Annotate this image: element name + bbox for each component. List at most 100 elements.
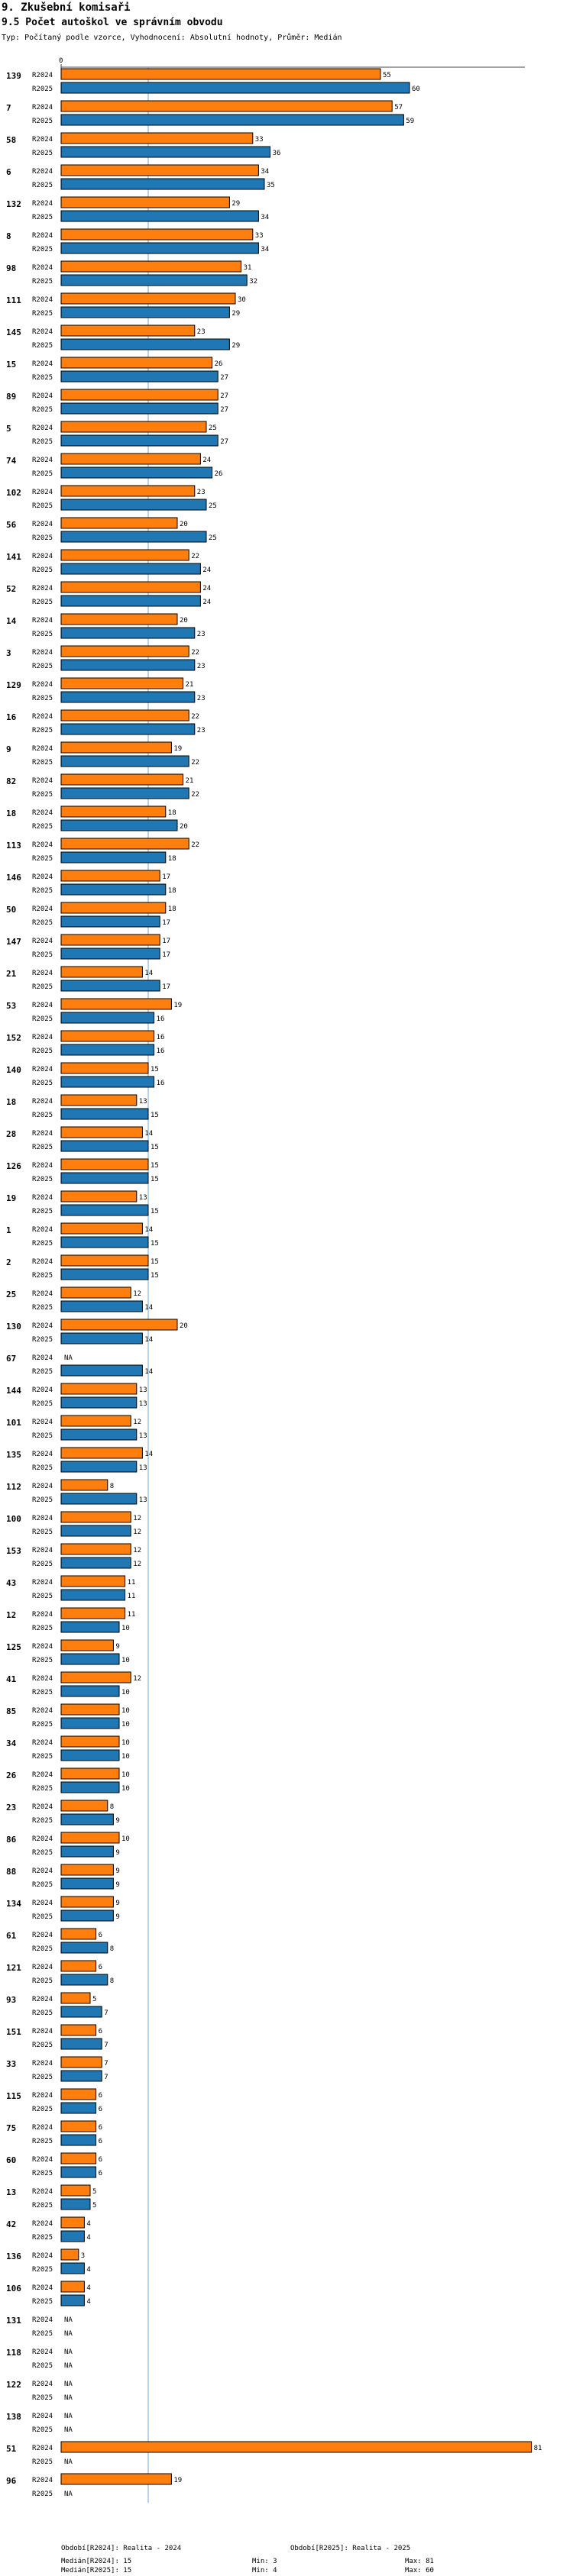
series-label: R2025: [32, 342, 53, 350]
series-label: R2025: [32, 2170, 53, 2177]
category-label: 13: [6, 2187, 16, 2197]
na-label: NA: [64, 2458, 73, 2466]
series-label: R2024: [32, 1900, 53, 1907]
category-label: 50: [6, 905, 16, 915]
bar-r2024: [60, 68, 381, 80]
bar-r2025: [60, 2166, 97, 2178]
bar-r2024: [60, 838, 189, 850]
bar-r2025: [60, 1909, 114, 1922]
series-label: R2025: [32, 2234, 53, 2242]
bar-value-label: 15: [151, 1240, 159, 1248]
series-label: R2024: [32, 2316, 53, 2324]
bar-value-label: 22: [191, 841, 199, 849]
bar-r2025: [60, 1364, 143, 1377]
series-label: R2024: [32, 553, 53, 560]
bar-r2025: [60, 146, 271, 158]
series-label: R2024: [32, 1964, 53, 1971]
bar-r2024: [60, 2088, 97, 2100]
bar-value-label: 6: [99, 2170, 102, 2177]
series-label: R2025: [32, 727, 53, 734]
bar-value-label: 6: [99, 2124, 102, 2132]
series-label: R2025: [32, 951, 53, 959]
bar-value-label: 5: [92, 2202, 96, 2210]
series-label: R2024: [32, 1098, 53, 1106]
bar-r2024: [60, 902, 167, 914]
category-label: 130: [6, 1322, 21, 1332]
bar-value-label: 15: [151, 1066, 159, 1073]
category-label: 106: [6, 2284, 21, 2294]
bar-r2025: [60, 1781, 120, 1793]
bar-value-label: 11: [128, 1579, 136, 1587]
bar-value-label: 6: [99, 1932, 102, 1939]
bar-r2025: [60, 1493, 138, 1505]
bar-r2024: [60, 453, 201, 465]
category-label: 7: [6, 103, 11, 113]
bar-r2025: [60, 691, 196, 703]
bar-r2024: [60, 2281, 85, 2293]
bar-r2024: [60, 2184, 91, 2197]
bar-value-label: 10: [121, 1835, 130, 1843]
series-label: R2024: [32, 1579, 53, 1587]
bar-r2025: [60, 274, 248, 286]
category-label: 18: [6, 1097, 16, 1107]
series-label: R2024: [32, 1354, 53, 1362]
series-label: R2025: [32, 246, 53, 253]
bar-r2025: [60, 306, 230, 318]
category-label: 58: [6, 135, 16, 145]
bar-value-label: 25: [209, 502, 217, 510]
series-label: R2024: [32, 1322, 53, 1330]
category-label: 141: [6, 552, 21, 562]
bar-value-label: 21: [186, 777, 194, 785]
bar-value-label: 14: [144, 1368, 153, 1376]
bar-value-label: 23: [197, 727, 206, 734]
bar-r2025: [60, 2294, 85, 2306]
bar-value-label: 15: [151, 1208, 159, 1215]
series-label: R2024: [32, 2188, 53, 2196]
series-label: R2024: [32, 681, 53, 689]
series-label: R2024: [32, 1066, 53, 1073]
bar-value-label: 32: [249, 278, 257, 286]
bar-value-label: 19: [173, 1002, 182, 1009]
bar-value-label: 4: [86, 2266, 90, 2274]
bar-value-label: 10: [121, 1721, 130, 1729]
bar-r2024: [60, 1928, 97, 1940]
bar-r2025: [60, 2102, 97, 2114]
category-label: 101: [6, 1418, 21, 1428]
series-label: R2025: [32, 1336, 53, 1344]
series-label: R2024: [32, 392, 53, 400]
series-label: R2024: [32, 2060, 53, 2068]
bar-value-label: 9: [115, 1867, 119, 1875]
bar-value-label: 81: [534, 2445, 542, 2452]
bar-r2024: [60, 389, 219, 401]
category-label: 15: [6, 360, 16, 370]
na-label: NA: [64, 2330, 73, 2338]
category-label: 147: [6, 937, 21, 947]
bar-r2025: [60, 370, 219, 383]
bar-value-label: 27: [220, 438, 228, 446]
bar-value-label: 4: [86, 2298, 90, 2306]
bar-value-label: 34: [261, 168, 269, 176]
bar-value-label: 24: [202, 457, 211, 464]
bar-r2025: [60, 1525, 131, 1537]
bar-value-label: 9: [115, 1913, 119, 1921]
series-label: R2025: [32, 1689, 53, 1696]
series-label: R2025: [32, 2074, 53, 2081]
series-label: R2024: [32, 1547, 53, 1554]
series-label: R2025: [32, 470, 53, 478]
bar-value-label: 15: [151, 1162, 159, 1170]
category-label: 144: [6, 1386, 21, 1396]
category-label: 60: [6, 2155, 16, 2165]
bar-value-label: 15: [151, 1144, 159, 1151]
bar-value-label: 12: [133, 1419, 141, 1426]
series-label: R2024: [32, 1932, 53, 1939]
bar-r2025: [60, 659, 196, 671]
bar-r2025: [60, 1044, 155, 1056]
bar-r2024: [60, 1800, 108, 1812]
category-label: 93: [6, 1995, 16, 2005]
category-label: 85: [6, 1706, 16, 1716]
series-label: R2024: [32, 264, 53, 272]
bar-value-label: 9: [115, 1849, 119, 1857]
series-label: R2024: [32, 1483, 53, 1490]
category-label: 9: [6, 744, 11, 754]
category-label: 61: [6, 1931, 17, 1941]
